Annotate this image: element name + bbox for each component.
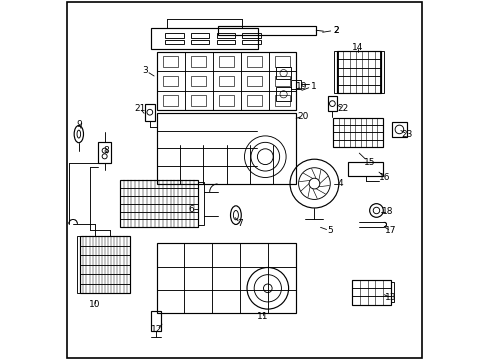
Bar bbox=[218, 76, 234, 86]
Bar bbox=[190, 40, 209, 44]
Bar bbox=[163, 56, 178, 67]
Bar bbox=[276, 67, 290, 79]
Bar bbox=[164, 40, 183, 44]
Bar bbox=[77, 236, 80, 293]
Text: 13: 13 bbox=[384, 293, 396, 302]
Bar bbox=[242, 33, 261, 38]
Text: 9: 9 bbox=[77, 120, 82, 129]
Bar bbox=[390, 282, 394, 302]
Bar bbox=[144, 104, 155, 121]
Text: 1: 1 bbox=[310, 82, 316, 91]
Text: 10: 10 bbox=[89, 300, 100, 309]
Bar bbox=[218, 95, 234, 106]
Text: 15: 15 bbox=[363, 158, 374, 167]
Bar bbox=[276, 87, 290, 101]
Bar bbox=[150, 28, 258, 49]
Bar bbox=[150, 311, 161, 330]
Bar bbox=[218, 56, 234, 67]
Text: 23: 23 bbox=[401, 130, 412, 139]
Bar bbox=[290, 80, 301, 89]
Text: 11: 11 bbox=[257, 312, 268, 321]
Bar bbox=[98, 142, 111, 163]
Bar bbox=[120, 180, 198, 227]
Bar bbox=[327, 96, 336, 111]
Text: 2: 2 bbox=[333, 26, 339, 35]
Bar bbox=[190, 33, 209, 38]
Text: 7: 7 bbox=[237, 219, 243, 228]
Bar bbox=[274, 56, 290, 67]
Text: 17: 17 bbox=[384, 226, 396, 235]
Text: 8: 8 bbox=[103, 146, 109, 155]
Bar bbox=[351, 280, 390, 305]
Text: 21: 21 bbox=[134, 104, 145, 113]
Bar bbox=[80, 236, 129, 293]
Text: 18: 18 bbox=[382, 207, 393, 216]
Text: 19: 19 bbox=[296, 82, 307, 91]
Bar bbox=[242, 40, 261, 44]
Text: 16: 16 bbox=[379, 173, 390, 182]
Bar bbox=[190, 95, 206, 106]
Bar bbox=[274, 76, 290, 86]
Bar bbox=[246, 76, 262, 86]
Text: 4: 4 bbox=[337, 179, 343, 188]
Bar bbox=[163, 95, 178, 106]
Bar bbox=[190, 56, 206, 67]
Text: 6: 6 bbox=[188, 205, 194, 214]
Text: 14: 14 bbox=[351, 43, 363, 52]
Bar bbox=[190, 76, 206, 86]
Bar bbox=[198, 183, 204, 225]
Text: 20: 20 bbox=[296, 112, 307, 121]
Bar bbox=[348, 162, 382, 176]
Bar bbox=[391, 122, 406, 137]
Bar bbox=[333, 118, 382, 147]
Bar bbox=[379, 51, 383, 93]
Text: 5: 5 bbox=[327, 226, 333, 235]
Bar bbox=[246, 95, 262, 106]
Bar bbox=[163, 76, 178, 86]
Bar bbox=[217, 26, 316, 35]
Bar bbox=[246, 56, 262, 67]
Text: 12: 12 bbox=[151, 325, 163, 334]
Bar bbox=[216, 33, 235, 38]
Bar bbox=[274, 95, 290, 106]
Bar bbox=[336, 51, 380, 93]
Text: 2: 2 bbox=[332, 26, 338, 35]
Text: 22: 22 bbox=[337, 104, 348, 113]
Bar bbox=[156, 243, 295, 314]
Bar bbox=[156, 52, 296, 110]
Text: 3: 3 bbox=[142, 66, 148, 75]
Bar bbox=[216, 40, 235, 44]
Bar bbox=[156, 113, 296, 184]
Bar bbox=[164, 33, 183, 38]
Bar bbox=[333, 51, 337, 93]
